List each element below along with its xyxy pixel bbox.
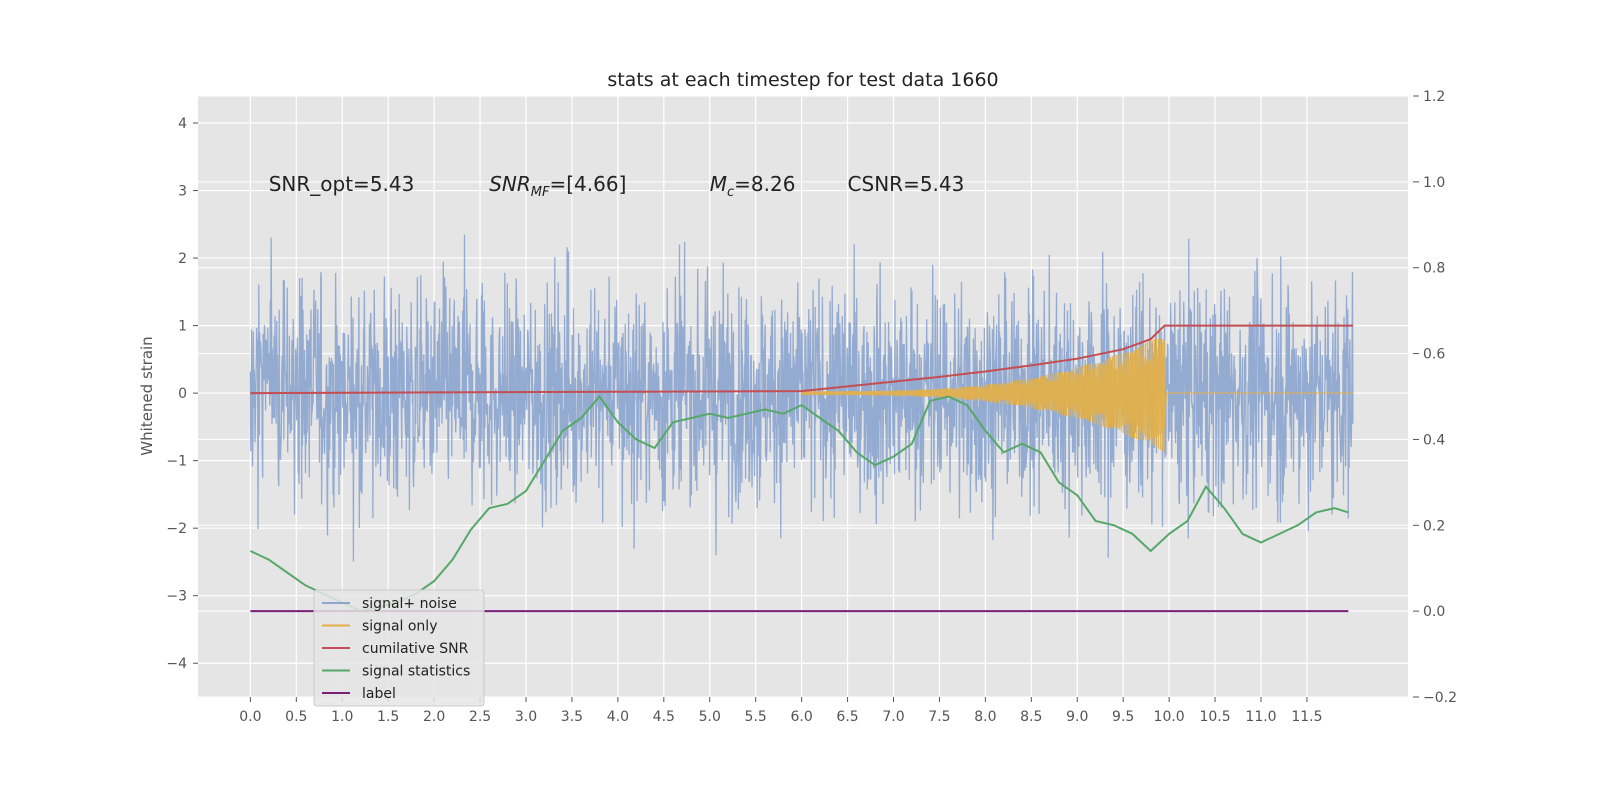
annotation: SNRMF=[4.66] (489, 172, 626, 200)
y-axis-label: Whitened strain (138, 336, 156, 455)
y-tick-label: −3 (166, 589, 187, 605)
y-tick-label: −2 (166, 521, 187, 537)
y-axis-right: 1.2 1.0 0.8 0.6 0.4 0.2 0.0 −0.2 (1413, 89, 1457, 706)
y-right-tick-label: 0.6 (1423, 347, 1445, 363)
legend-label: signal statistics (362, 664, 470, 680)
chart-title: stats at each timestep for test data 166… (607, 69, 998, 91)
legend: signal+ noise signal only cumilative SNR si… (313, 589, 485, 707)
x-tick-label: 7.0 (882, 709, 904, 725)
y-tick-label: −1 (166, 454, 187, 470)
y-axis-left: 4 3 2 1 0 −1 −2 −3 −4 (166, 116, 198, 672)
x-tick-label: 8.5 (1020, 709, 1042, 725)
y-right-tick-label: 0.0 (1423, 604, 1445, 620)
x-tick-label: 4.0 (607, 709, 629, 725)
annotation: CSNR=5.43 (848, 172, 965, 196)
y-tick-label: −4 (166, 656, 187, 672)
x-tick-label: 5.0 (699, 709, 721, 725)
series-signal-only (801, 338, 1353, 453)
legend-box (313, 589, 485, 707)
y-right-tick-label: 0.4 (1423, 432, 1445, 448)
y-tick-label: 4 (178, 116, 187, 132)
x-tick-label: 0.5 (285, 709, 307, 725)
y-tick-label: 1 (178, 319, 187, 335)
annotation: Mc=8.26 (710, 172, 796, 200)
y-right-tick-label: 1.0 (1423, 175, 1445, 191)
series-cumilative-snr (250, 324, 1353, 395)
x-axis: 0.0 0.5 1.0 1.5 2.0 2.5 3.0 3.5 4.0 4.5 5.0 5.5 6.0 6… (239, 697, 1323, 725)
x-tick-label: 3.0 (515, 709, 537, 725)
y-right-tick-label: 0.8 (1423, 261, 1445, 277)
x-tick-label: 2.5 (469, 709, 491, 725)
y-tick-label: 2 (178, 251, 187, 267)
x-tick-label: 10.0 (1154, 709, 1185, 725)
x-tick-label: 6.0 (790, 709, 812, 725)
x-tick-label: 3.5 (561, 709, 583, 725)
x-tick-label: 9.5 (1112, 709, 1134, 725)
x-tick-label: 7.5 (928, 709, 950, 725)
x-tick-label: 11.0 (1245, 709, 1276, 725)
x-tick-label: 11.5 (1291, 709, 1322, 725)
y-tick-label: 0 (178, 386, 187, 402)
legend-label: signal+ noise (362, 596, 457, 612)
x-tick-label: 1.5 (377, 709, 399, 725)
x-tick-label: 2.0 (423, 709, 445, 725)
x-tick-label: 8.0 (974, 709, 996, 725)
series-signal-statistics (249, 394, 1349, 613)
legend-label: cumilative SNR (362, 641, 469, 657)
y-right-tick-label: 0.2 (1423, 518, 1445, 534)
x-tick-label: 1.0 (331, 709, 353, 725)
y-tick-label: 3 (178, 184, 187, 200)
legend-label: label (362, 686, 396, 702)
annotations: SNR_opt=5.43 SNRMF=[4.66] Mc=8.26 CSNR=5.43 (269, 172, 965, 200)
x-tick-label: 5.5 (745, 709, 767, 725)
x-tick-label: 10.5 (1199, 709, 1230, 725)
y-right-tick-label: −0.2 (1423, 690, 1457, 706)
x-tick-label: 9.0 (1066, 709, 1088, 725)
x-tick-label: 6.5 (836, 709, 858, 725)
legend-label: signal only (362, 619, 437, 635)
annotation: SNR_opt=5.43 (269, 172, 415, 196)
x-tick-label: 4.5 (653, 709, 675, 725)
series-signal-noise (249, 234, 1354, 562)
y-right-tick-label: 1.2 (1423, 89, 1445, 105)
x-tick-label: 0.0 (239, 709, 261, 725)
